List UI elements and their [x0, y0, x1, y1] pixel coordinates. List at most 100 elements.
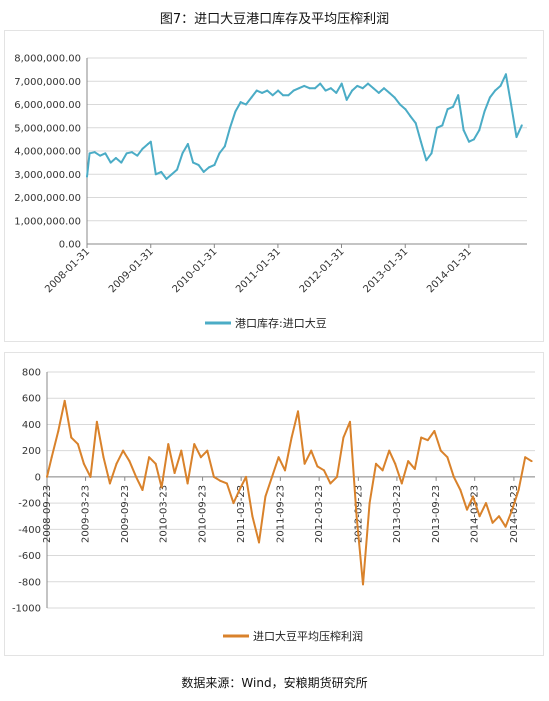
data-point: [264, 495, 267, 498]
data-point: [86, 175, 88, 178]
data-point: [290, 436, 293, 439]
data-point: [409, 115, 412, 118]
data-point: [433, 430, 436, 432]
data-point: [219, 479, 222, 482]
data-point: [316, 465, 319, 468]
data-point: [266, 89, 269, 92]
data-point: [136, 154, 139, 157]
x-tick-label: 2009-03-23: [81, 485, 92, 543]
y-tick-label: -600: [18, 551, 41, 562]
data-point: [208, 166, 211, 169]
x-tick-label: 2008-09-23: [42, 485, 53, 543]
data-point: [524, 456, 527, 459]
data-point: [281, 94, 284, 97]
x-tick-label: 2014-03-23: [470, 485, 481, 543]
data-point: [457, 94, 460, 97]
data-point: [467, 140, 470, 143]
data-point: [120, 161, 123, 164]
data-point: [141, 147, 144, 150]
data-point: [472, 138, 475, 141]
data-point: [287, 94, 290, 97]
data-point: [89, 475, 92, 478]
y-tick-label: 7,000,000.00: [14, 77, 81, 88]
data-point: [130, 151, 133, 154]
data-point: [303, 462, 306, 465]
data-point: [277, 456, 280, 459]
data-point: [446, 108, 449, 111]
data-point: [160, 486, 163, 489]
y-tick-label: 0.00: [59, 240, 81, 251]
data-point: [258, 541, 261, 544]
y-tick-label: -400: [18, 525, 41, 536]
data-point: [128, 460, 131, 463]
data-point: [355, 515, 358, 518]
data-point: [314, 87, 317, 90]
data-point: [394, 462, 397, 465]
x-tick-label: 2010-03-23: [158, 485, 169, 543]
data-point: [324, 89, 327, 92]
data-point: [176, 168, 179, 171]
data-point: [349, 420, 352, 423]
data-point: [284, 469, 287, 472]
data-point: [310, 449, 313, 452]
data-point: [484, 502, 487, 505]
y-tick-label: 800: [22, 368, 41, 379]
data-point: [462, 129, 465, 132]
data-point: [277, 89, 280, 92]
data-point: [115, 462, 118, 465]
x-tick-label: 2011-01-31: [234, 246, 283, 295]
data-point: [351, 89, 354, 92]
margin-chart-panel: -1000 -800 -600 -400 -200 0 200 400 600 800 2008-0…: [4, 352, 544, 656]
data-point: [478, 515, 481, 518]
y-tick-label: 3,000,000.00: [14, 170, 81, 181]
series-line: [86, 73, 523, 180]
x-tick-label: 2011-03-23: [236, 485, 247, 543]
data-point: [400, 482, 403, 485]
data-point: [435, 126, 438, 129]
x-tick-label: 2010-09-23: [198, 485, 209, 543]
data-point: [388, 449, 391, 452]
data-point: [319, 82, 322, 85]
data-point: [225, 482, 228, 485]
x-tick-label: 2008-01-31: [43, 246, 92, 295]
data-point: [180, 449, 183, 452]
y-tick-label: 4,000,000.00: [14, 147, 81, 158]
data-point: [122, 449, 125, 452]
y-tick-label: -200: [18, 499, 41, 510]
data-point: [329, 87, 332, 90]
x-tick-label: 2013-09-23: [431, 485, 442, 543]
data-point: [336, 475, 339, 478]
data-point: [323, 469, 326, 472]
x-tick-label: 2011-09-23: [275, 485, 286, 543]
data-point: [342, 436, 345, 439]
data-point: [223, 145, 226, 148]
data-point: [345, 98, 348, 101]
data-point: [76, 443, 79, 446]
data-point: [361, 87, 364, 90]
x-tick-label: 2012-09-23: [353, 485, 364, 543]
data-point: [488, 96, 491, 99]
data-point: [356, 84, 359, 87]
data-point: [141, 489, 144, 491]
data-point: [193, 443, 196, 446]
data-point: [165, 177, 168, 180]
data-point: [335, 91, 338, 94]
data-point: [146, 143, 149, 146]
data-point: [199, 456, 202, 459]
data-point: [420, 436, 423, 439]
data-point: [206, 449, 209, 452]
data-point: [393, 96, 396, 99]
data-point: [381, 469, 384, 472]
data-point: [57, 430, 60, 432]
data-point: [510, 103, 513, 106]
y-tick-label: 1,000,000.00: [14, 216, 81, 227]
data-point: [245, 475, 248, 478]
y-tick-label: 2,000,000.00: [14, 193, 81, 204]
data-point: [377, 91, 380, 94]
data-point: [399, 103, 402, 106]
y-tick-label: 400: [22, 420, 41, 431]
data-point: [511, 508, 514, 511]
data-point: [494, 89, 497, 92]
data-point: [308, 87, 311, 90]
data-point: [271, 94, 274, 97]
